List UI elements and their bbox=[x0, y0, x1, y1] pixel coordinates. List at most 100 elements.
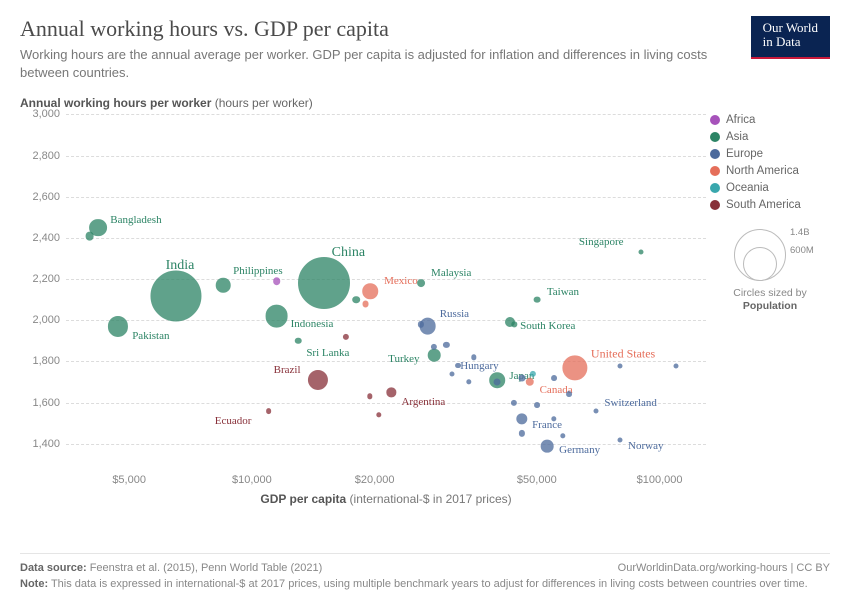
x-tick-label: $20,000 bbox=[355, 474, 395, 486]
footer-note: Note: This data is expressed in internat… bbox=[20, 577, 830, 592]
legend-item[interactable]: Europe bbox=[710, 148, 830, 160]
data-point[interactable] bbox=[216, 278, 231, 293]
chart-subtitle: Working hours are the annual average per… bbox=[20, 46, 731, 82]
legend: Africa Asia Europe North America Oceania Sout… bbox=[710, 114, 830, 319]
footer-link[interactable]: OurWorldinData.org/working-hours | CC BY bbox=[618, 562, 830, 574]
data-point[interactable] bbox=[594, 408, 599, 413]
data-point[interactable] bbox=[560, 433, 565, 438]
data-point-label: South Korea bbox=[520, 320, 575, 332]
data-point[interactable] bbox=[525, 378, 533, 386]
data-point[interactable] bbox=[150, 270, 201, 321]
data-point[interactable] bbox=[352, 296, 360, 304]
legend-item[interactable]: South America bbox=[710, 199, 830, 211]
data-point[interactable] bbox=[618, 437, 623, 442]
y-tick-label: 1,800 bbox=[20, 355, 60, 367]
data-point-label: Malaysia bbox=[431, 267, 471, 279]
logo-line-1: Our World bbox=[763, 21, 818, 35]
data-point[interactable] bbox=[551, 375, 557, 381]
y-tick-label: 2,000 bbox=[20, 314, 60, 326]
data-point-label: Argentina bbox=[401, 396, 445, 408]
data-point[interactable] bbox=[85, 231, 94, 240]
data-point[interactable] bbox=[494, 379, 501, 386]
data-point-label: India bbox=[166, 258, 195, 274]
data-source: Data source: Feenstra et al. (2015), Pen… bbox=[20, 562, 322, 574]
legend-label: Asia bbox=[726, 131, 748, 143]
data-point[interactable] bbox=[419, 318, 436, 335]
data-point[interactable] bbox=[387, 388, 396, 397]
gridline bbox=[66, 320, 706, 321]
data-point-label: Singapore bbox=[579, 236, 624, 248]
data-point[interactable] bbox=[273, 277, 281, 285]
data-point[interactable] bbox=[362, 284, 378, 300]
legend-label: South America bbox=[726, 199, 801, 211]
data-point[interactable] bbox=[298, 257, 350, 309]
gridline bbox=[66, 197, 706, 198]
y-tick-label: 1,400 bbox=[20, 438, 60, 450]
data-point-label: Philippines bbox=[233, 265, 283, 277]
legend-swatch bbox=[710, 132, 720, 142]
data-point-label: Hungary bbox=[460, 360, 499, 372]
data-point-label: Pakistan bbox=[132, 330, 169, 342]
data-point[interactable] bbox=[638, 250, 643, 255]
legend-swatch bbox=[710, 149, 720, 159]
header: Annual working hours vs. GDP per capita … bbox=[20, 16, 830, 82]
x-tick-label: $5,000 bbox=[112, 474, 146, 486]
x-tick-label: $100,000 bbox=[637, 474, 683, 486]
data-point[interactable] bbox=[566, 391, 572, 397]
plot-region[interactable]: 1,4001,6001,8002,0002,2002,4002,6002,800… bbox=[66, 114, 706, 464]
chart-title: Annual working hours vs. GDP per capita bbox=[20, 16, 731, 42]
data-point[interactable] bbox=[533, 296, 540, 303]
data-point[interactable] bbox=[519, 430, 525, 436]
data-point[interactable] bbox=[295, 338, 302, 345]
data-point[interactable] bbox=[618, 363, 623, 368]
data-point[interactable] bbox=[466, 379, 471, 384]
x-axis-title: GDP per capita (international-$ in 2017 … bbox=[260, 492, 511, 506]
data-point[interactable] bbox=[541, 440, 554, 453]
data-point-label: Russia bbox=[440, 308, 469, 320]
size-legend-label: 1.4B bbox=[790, 227, 810, 238]
data-point-label: Bangladesh bbox=[110, 214, 161, 226]
data-point[interactable] bbox=[534, 402, 540, 408]
size-legend-caption: Circles sized byPopulation bbox=[710, 287, 830, 312]
owid-logo[interactable]: Our World in Data bbox=[751, 16, 830, 59]
chart-area: Annual working hours per worker (hours p… bbox=[20, 96, 830, 516]
y-tick-label: 2,800 bbox=[20, 150, 60, 162]
legend-item[interactable]: Asia bbox=[710, 131, 830, 143]
size-legend: 1.4B600MCircles sized byPopulation bbox=[710, 229, 830, 319]
legend-label: Europe bbox=[726, 148, 763, 160]
data-point[interactable] bbox=[362, 300, 369, 307]
gridline bbox=[66, 444, 706, 445]
data-point[interactable] bbox=[343, 334, 349, 340]
data-point[interactable] bbox=[428, 349, 441, 362]
y-tick-label: 1,600 bbox=[20, 397, 60, 409]
data-point[interactable] bbox=[450, 371, 455, 376]
data-point[interactable] bbox=[674, 363, 679, 368]
data-point[interactable] bbox=[516, 413, 527, 424]
legend-label: Africa bbox=[726, 114, 755, 126]
data-point[interactable] bbox=[266, 408, 272, 414]
data-point[interactable] bbox=[108, 316, 128, 336]
legend-item[interactable]: Oceania bbox=[710, 182, 830, 194]
data-point[interactable] bbox=[530, 371, 536, 377]
x-tick-label: $10,000 bbox=[232, 474, 272, 486]
footer: Data source: Feenstra et al. (2015), Pen… bbox=[20, 553, 830, 592]
legend-label: North America bbox=[726, 165, 799, 177]
data-point[interactable] bbox=[265, 305, 288, 328]
data-point[interactable] bbox=[562, 355, 587, 380]
data-point[interactable] bbox=[505, 317, 515, 327]
legend-item[interactable]: Africa bbox=[710, 114, 830, 126]
data-point[interactable] bbox=[511, 400, 517, 406]
data-point[interactable] bbox=[308, 370, 328, 390]
data-point[interactable] bbox=[443, 342, 449, 348]
data-point-label: Taiwan bbox=[547, 286, 579, 298]
data-point[interactable] bbox=[376, 412, 381, 417]
legend-item[interactable]: North America bbox=[710, 165, 830, 177]
data-point-label: Sri Lanka bbox=[306, 347, 349, 359]
data-point[interactable] bbox=[417, 279, 425, 287]
legend-label: Oceania bbox=[726, 182, 769, 194]
legend-swatch bbox=[710, 166, 720, 176]
legend-swatch bbox=[710, 200, 720, 210]
data-point[interactable] bbox=[367, 394, 372, 399]
y-axis-title: Annual working hours per worker (hours p… bbox=[20, 96, 830, 110]
data-point[interactable] bbox=[455, 363, 461, 369]
